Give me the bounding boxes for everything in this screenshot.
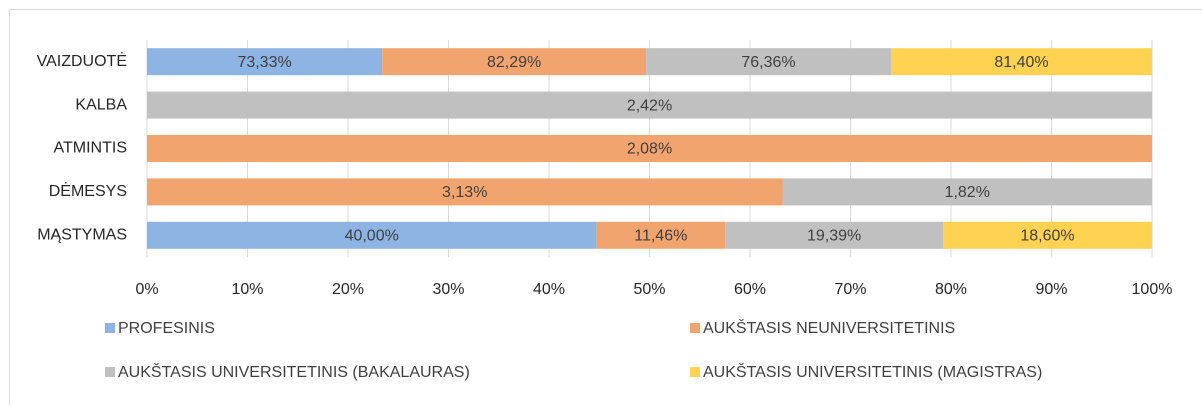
data-label: 2,08% — [627, 141, 672, 158]
legend-swatch — [105, 367, 115, 377]
x-tick-label: 60% — [734, 281, 766, 298]
legend-label: AUKŠTASIS UNIVERSITETINIS (MAGISTRAS) — [703, 362, 1042, 381]
y-tick-label: ATMINTIS — [54, 140, 127, 157]
bar-segment — [382, 48, 647, 76]
legend-swatch — [690, 323, 700, 333]
bar-segment — [147, 91, 1152, 119]
bar-segment — [646, 48, 891, 76]
x-tick-label: 0% — [135, 281, 158, 298]
data-label: 40,00% — [345, 228, 399, 245]
legend-swatch — [690, 367, 700, 377]
bar-segment — [725, 221, 944, 249]
x-tick-label: 100% — [1132, 281, 1173, 298]
bar-segment — [890, 48, 1152, 76]
bar-segment — [782, 178, 1152, 206]
x-tick-label: 80% — [935, 281, 967, 298]
bar-segment — [147, 221, 597, 249]
y-tick-label: VAIZDUOTĖ — [37, 51, 127, 70]
legend-label: AUKŠTASIS NEUNIVERSITETINIS — [703, 318, 955, 337]
legend-label: PROFESINIS — [118, 320, 215, 337]
y-tick-label: KALBA — [75, 96, 127, 113]
x-tick-label: 90% — [1035, 281, 1067, 298]
data-label: 3,13% — [442, 184, 487, 201]
data-label: 2,42% — [627, 97, 672, 114]
data-label: 81,40% — [994, 54, 1048, 71]
x-tick-label: 40% — [533, 281, 565, 298]
bar-segment — [147, 178, 783, 206]
data-label: 76,36% — [741, 54, 795, 71]
y-tick-label: DĖMESYS — [49, 181, 127, 200]
x-tick-label: 30% — [432, 281, 464, 298]
data-label: 18,60% — [1020, 228, 1074, 245]
chart-frame — [9, 9, 1202, 405]
x-tick-label: 70% — [834, 281, 866, 298]
bar-segment — [596, 221, 726, 249]
y-tick-label: MĄSTYMAS — [37, 227, 127, 244]
legend-swatch — [105, 323, 115, 333]
data-label: 11,46% — [634, 228, 687, 245]
data-label: 73,33% — [237, 54, 291, 71]
x-tick-label: 20% — [332, 281, 364, 298]
bar-segment — [147, 48, 383, 76]
data-label: 82,29% — [487, 54, 541, 71]
bar-segment — [147, 135, 1152, 162]
x-tick-label: 10% — [231, 281, 263, 298]
data-label: 19,39% — [807, 228, 861, 245]
legend-label: AUKŠTASIS UNIVERSITETINIS (BAKALAURAS) — [118, 362, 470, 381]
data-label: 1,82% — [945, 184, 990, 201]
bar-segment — [943, 221, 1152, 249]
x-tick-label: 50% — [633, 281, 665, 298]
